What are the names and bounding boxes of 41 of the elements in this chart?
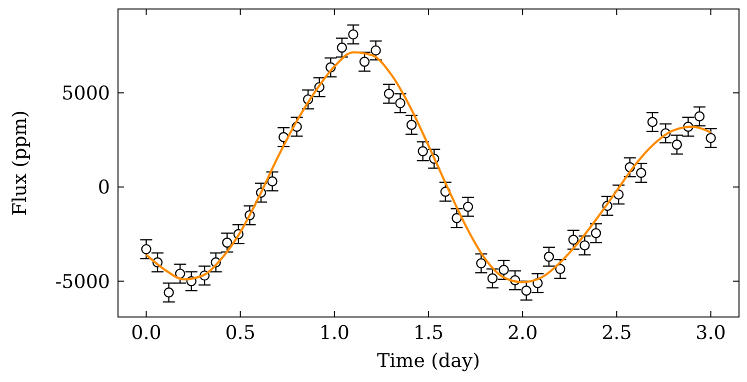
x-tick-label: 2.5 [602,322,632,344]
point [544,252,554,262]
x-tick-label: 1.5 [413,322,444,344]
x-tick-label: 3.0 [696,322,726,344]
point [348,29,358,40]
point [521,286,532,296]
point [164,287,174,298]
y-axis-title: Flux (ppm) [9,110,31,216]
point [395,98,406,108]
point [580,240,590,251]
point [672,140,682,150]
x-tick-label: 0.5 [225,322,256,344]
point [336,42,348,53]
y-tick-label: 5000 [62,82,110,104]
point [636,168,646,178]
x-axis-title: Time (day) [376,350,480,372]
point [141,244,152,254]
point [359,56,370,67]
point [476,258,486,268]
point [462,202,474,212]
point [452,213,462,224]
point [370,45,381,56]
point [222,237,232,248]
point [384,88,394,99]
point [406,120,417,130]
x-tick-label: 0.0 [131,322,162,344]
point [487,273,498,284]
y-tick-label: 0 [98,176,110,199]
point [267,176,278,186]
x-tick-label: 1.0 [319,322,350,344]
x-tick-label: 2.0 [507,322,538,344]
point [706,132,716,144]
point [418,146,428,156]
point [555,264,566,274]
point [498,264,509,276]
point [694,111,705,122]
y-tick-label: -5000 [55,270,110,293]
point [568,234,578,245]
point [590,228,602,238]
point [175,268,186,279]
point [647,116,658,128]
